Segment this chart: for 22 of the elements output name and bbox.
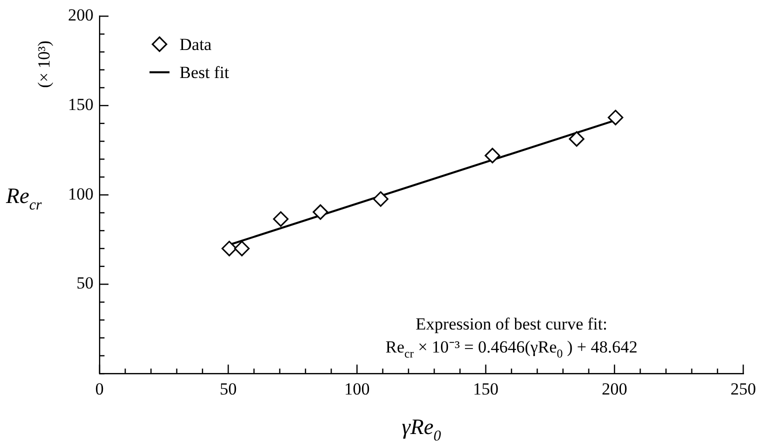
- y-tick-label: 150: [68, 95, 94, 114]
- x-tick-label: 0: [95, 379, 104, 398]
- point: [222, 240, 238, 256]
- x-tick-label: 200: [602, 379, 628, 398]
- y-tick-label: 100: [68, 184, 94, 204]
- y-tick-label: 200: [68, 6, 94, 25]
- x-tick-label: 250: [730, 379, 756, 398]
- legend-label: Data: [180, 35, 212, 54]
- point: [568, 131, 584, 147]
- x-tick-label: 150: [473, 379, 498, 398]
- point: [273, 211, 289, 227]
- annotation: Expression of best curve fit:: [416, 314, 608, 334]
- x-tick-label: 50: [220, 379, 237, 398]
- point: [484, 148, 500, 164]
- legend-label: Best fit: [180, 63, 230, 82]
- point: [608, 110, 624, 126]
- point: [312, 204, 328, 220]
- text: (× 10³): [34, 40, 54, 88]
- point: [372, 191, 388, 207]
- x-tick-label: 100: [344, 379, 370, 398]
- point: [234, 240, 250, 256]
- y-tick-label: 50: [76, 274, 94, 293]
